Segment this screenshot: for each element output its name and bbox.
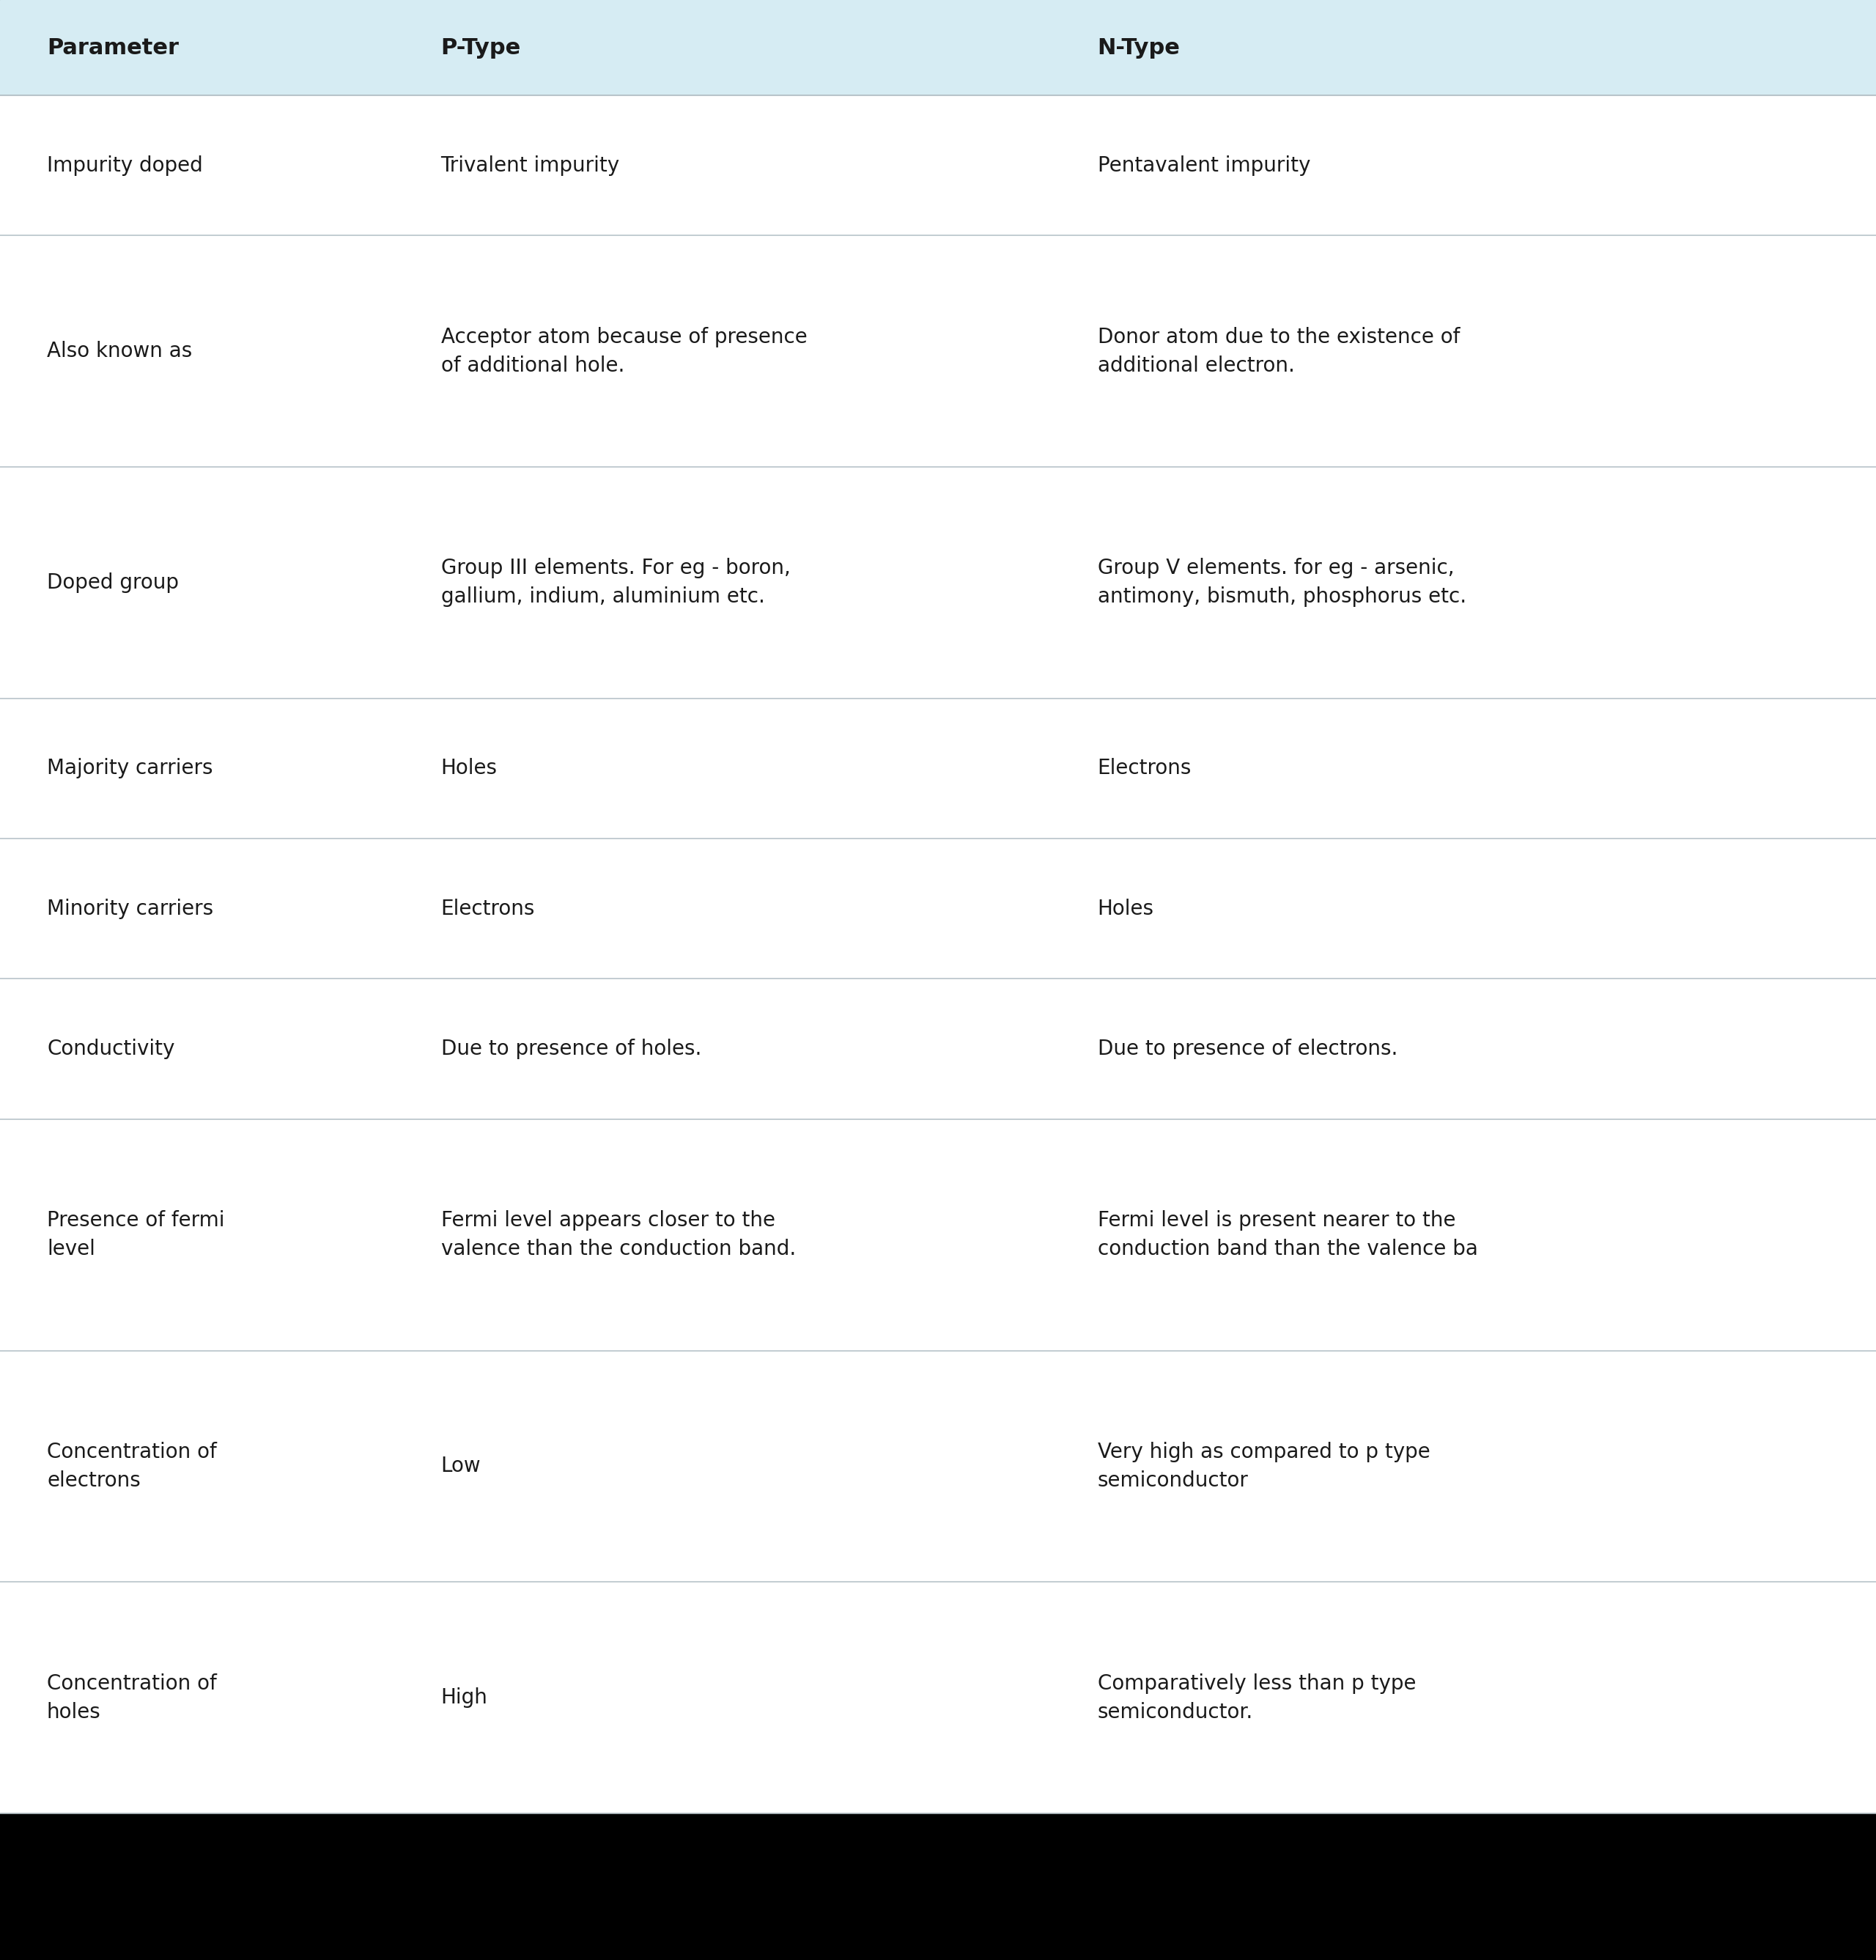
Text: Minority carriers: Minority carriers xyxy=(47,898,214,919)
Text: High: High xyxy=(441,1688,488,1707)
Text: Impurity doped: Impurity doped xyxy=(47,155,203,176)
Text: Conductivity: Conductivity xyxy=(47,1039,174,1058)
Text: Due to presence of electrons.: Due to presence of electrons. xyxy=(1097,1039,1398,1058)
Bar xyxy=(0,0,1876,96)
Text: Parameter: Parameter xyxy=(47,37,178,59)
Text: Electrons: Electrons xyxy=(1097,759,1191,778)
Text: Group III elements. For eg - boron,
gallium, indium, aluminium etc.: Group III elements. For eg - boron, gall… xyxy=(441,559,790,608)
Text: Comparatively less than p type
semiconductor.: Comparatively less than p type semicondu… xyxy=(1097,1674,1416,1723)
Text: Concentration of
electrons: Concentration of electrons xyxy=(47,1443,218,1492)
Text: Electrons: Electrons xyxy=(441,898,535,919)
Text: N-Type: N-Type xyxy=(1097,37,1180,59)
Text: Holes: Holes xyxy=(441,759,497,778)
Text: Holes: Holes xyxy=(1097,898,1154,919)
Text: P-Type: P-Type xyxy=(441,37,522,59)
Text: Group V elements. for eg - arsenic,
antimony, bismuth, phosphorus etc.: Group V elements. for eg - arsenic, anti… xyxy=(1097,559,1467,608)
Text: Presence of fermi
level: Presence of fermi level xyxy=(47,1209,225,1260)
Text: Fermi level appears closer to the
valence than the conduction band.: Fermi level appears closer to the valenc… xyxy=(441,1209,795,1260)
Bar xyxy=(0,1813,1876,1960)
Text: Low: Low xyxy=(441,1456,480,1476)
Text: Also known as: Also known as xyxy=(47,341,191,361)
Text: Very high as compared to p type
semiconductor: Very high as compared to p type semicond… xyxy=(1097,1443,1430,1492)
Text: Donor atom due to the existence of
additional electron.: Donor atom due to the existence of addit… xyxy=(1097,327,1460,376)
Bar xyxy=(0,96,1876,1813)
Text: Pentavalent impurity: Pentavalent impurity xyxy=(1097,155,1309,176)
Text: Acceptor atom because of presence
of additional hole.: Acceptor atom because of presence of add… xyxy=(441,327,807,376)
Text: Trivalent impurity: Trivalent impurity xyxy=(441,155,619,176)
Text: Doped group: Doped group xyxy=(47,572,178,594)
Text: Concentration of
holes: Concentration of holes xyxy=(47,1674,218,1723)
Text: Fermi level is present nearer to the
conduction band than the valence ba: Fermi level is present nearer to the con… xyxy=(1097,1209,1478,1260)
Text: Majority carriers: Majority carriers xyxy=(47,759,212,778)
Text: Due to presence of holes.: Due to presence of holes. xyxy=(441,1039,702,1058)
